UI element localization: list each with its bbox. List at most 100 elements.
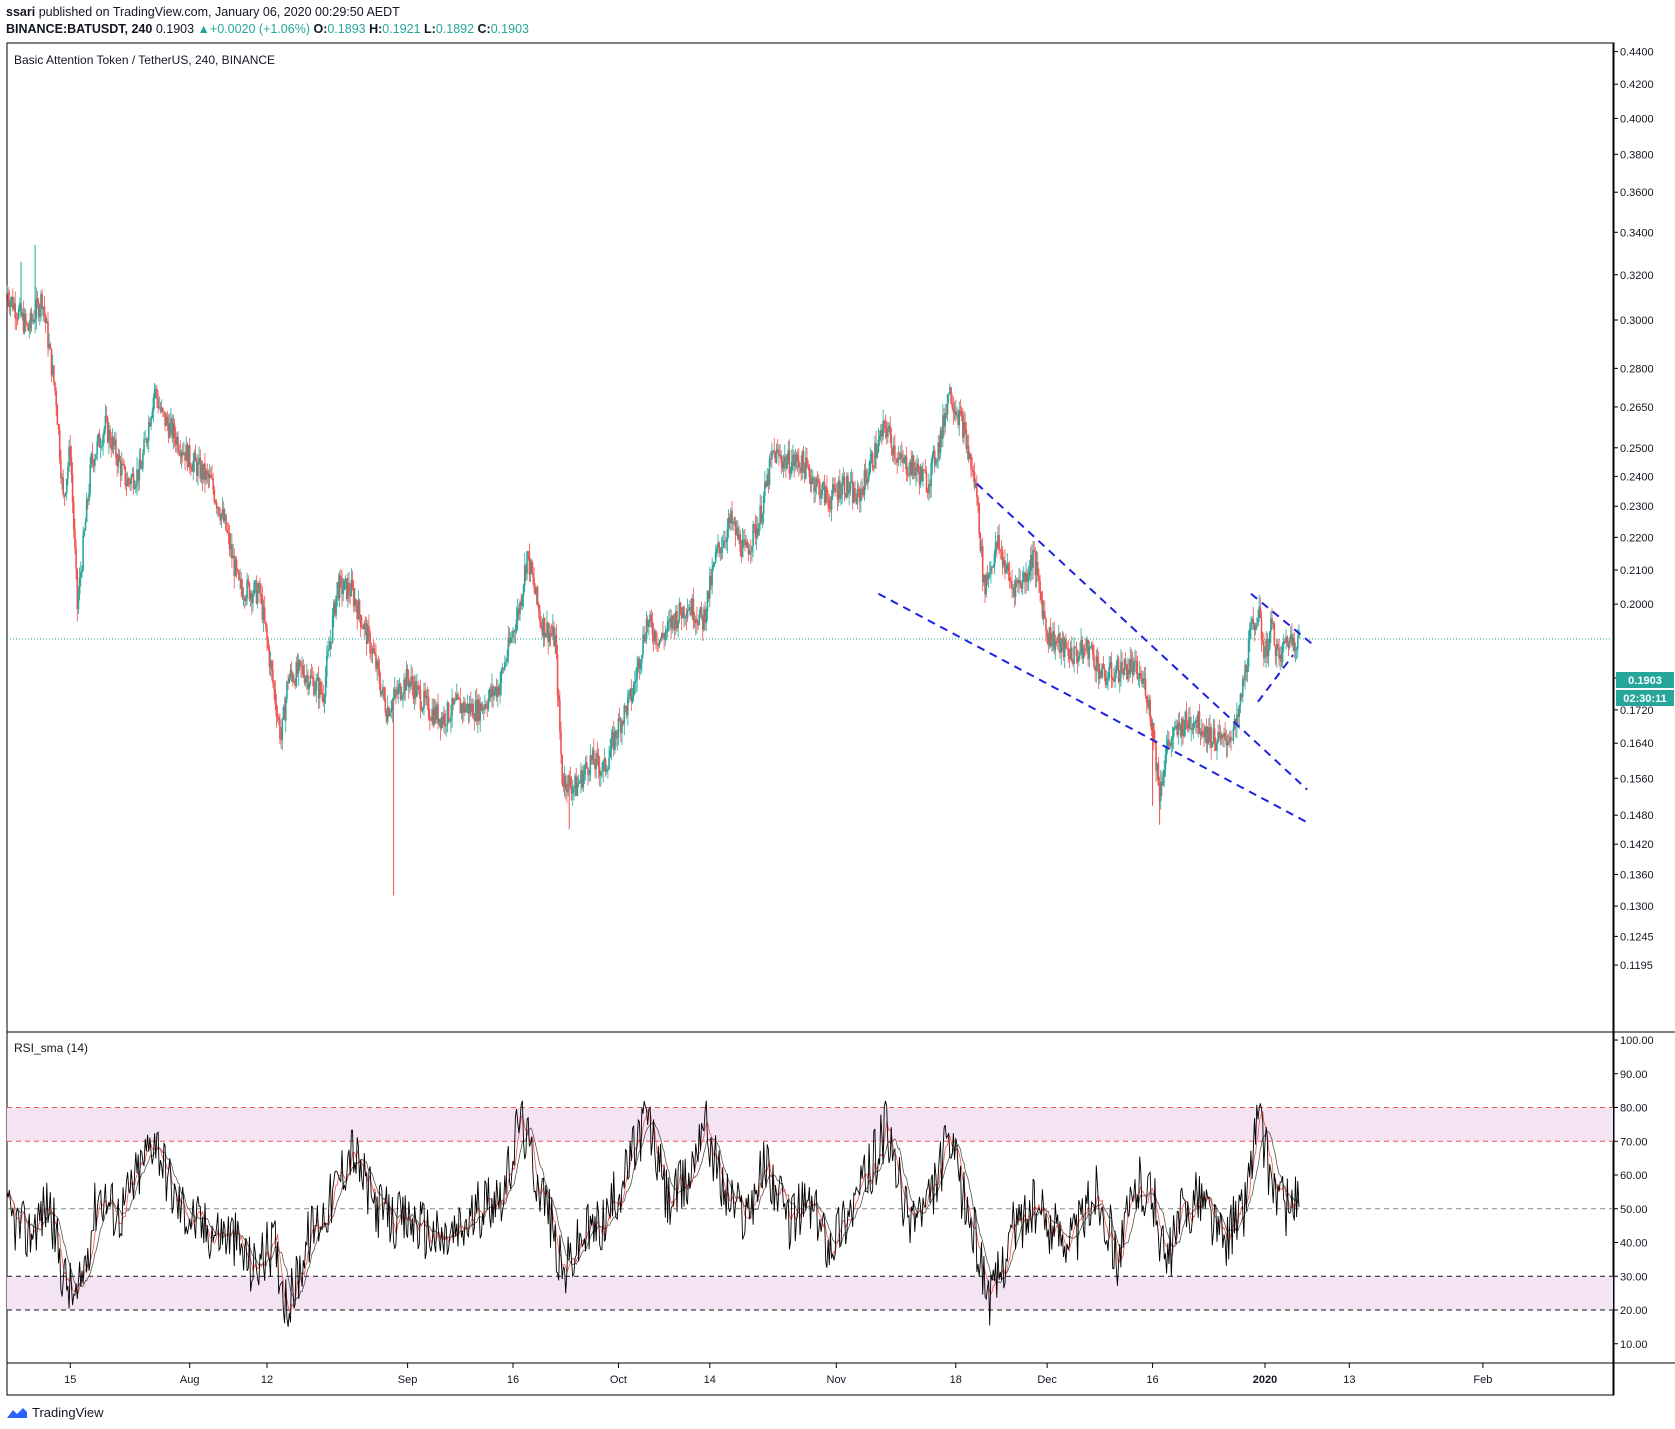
candle-body <box>29 312 32 329</box>
candle-body <box>1186 723 1189 729</box>
candle <box>290 661 293 682</box>
candle <box>1097 651 1100 690</box>
candle-body <box>225 514 227 531</box>
candle-body <box>1121 661 1123 673</box>
footer-brand[interactable]: TradingView <box>32 1405 104 1420</box>
candle <box>694 615 697 636</box>
candle <box>102 432 104 456</box>
candle-body <box>1183 729 1185 737</box>
candle <box>965 421 968 454</box>
candle <box>727 509 730 539</box>
candle-body <box>266 627 268 641</box>
candle-body <box>324 676 327 697</box>
candle <box>967 434 970 463</box>
candle <box>875 431 877 469</box>
candle <box>995 540 998 558</box>
candle <box>1274 645 1277 666</box>
candle <box>270 659 273 681</box>
candle <box>751 545 753 562</box>
candle-body <box>771 451 773 460</box>
candle <box>676 604 678 632</box>
candle <box>1039 574 1041 603</box>
candle <box>313 671 315 697</box>
candle <box>1042 600 1045 626</box>
chart-canvas[interactable]: Basic Attention Token / TetherUS, 240, B… <box>0 0 1675 1400</box>
candle <box>628 690 630 704</box>
candle-body <box>805 457 807 479</box>
price-tick-label: 0.4200 <box>1620 79 1654 91</box>
candle-body <box>847 475 849 494</box>
candle-body <box>1296 637 1299 649</box>
candle-body <box>300 661 302 667</box>
candle <box>1202 722 1204 738</box>
candle <box>1118 670 1121 693</box>
candle-body <box>973 471 976 488</box>
candle <box>1250 616 1252 640</box>
price-tick-label: 0.2650 <box>1620 402 1654 414</box>
candle <box>158 396 161 410</box>
candle-body <box>1195 720 1197 723</box>
candle <box>931 451 934 475</box>
candle <box>657 642 660 652</box>
candle <box>37 297 40 322</box>
candle-body <box>602 761 605 772</box>
candle <box>400 686 403 701</box>
publisher-name[interactable]: ssari <box>6 5 36 19</box>
time-tick-label: 12 <box>261 1374 273 1386</box>
candle <box>138 448 141 491</box>
candle <box>122 457 124 465</box>
candle <box>396 680 398 699</box>
candle <box>109 425 111 448</box>
candle-body <box>459 699 462 714</box>
candle-body <box>179 452 182 457</box>
candle <box>426 686 429 710</box>
candle-body <box>678 602 681 621</box>
candle-body <box>1024 572 1026 583</box>
candle <box>130 473 132 492</box>
candle <box>1046 628 1048 645</box>
candle <box>844 492 847 499</box>
candle <box>1195 716 1197 734</box>
candle <box>580 762 582 794</box>
candle-body <box>320 681 322 693</box>
candle-body <box>652 634 655 641</box>
candle-body <box>746 541 749 548</box>
candle <box>480 702 483 712</box>
candle <box>835 483 838 493</box>
candle <box>742 529 745 548</box>
candle <box>839 468 841 503</box>
candle <box>977 494 979 513</box>
candle <box>958 401 961 436</box>
candle-body <box>527 551 530 553</box>
candle <box>1084 637 1087 656</box>
candle <box>1152 722 1155 751</box>
candle <box>730 507 732 532</box>
candle <box>308 682 311 695</box>
time-tick-label: 13 <box>1343 1374 1355 1386</box>
candle <box>1110 652 1113 689</box>
candle <box>19 297 21 312</box>
candle-body <box>761 514 764 523</box>
candle <box>474 690 477 722</box>
candle <box>88 483 90 505</box>
candle-body <box>1240 693 1243 697</box>
candle-body <box>325 656 328 677</box>
candle-body <box>136 469 138 485</box>
candle <box>581 766 583 791</box>
candle <box>788 439 791 481</box>
candle <box>1133 657 1135 678</box>
candle-body <box>352 587 355 606</box>
candle-body <box>632 684 635 697</box>
candle-body <box>747 547 750 555</box>
candle-body <box>363 623 366 630</box>
candle <box>772 449 774 455</box>
candle <box>204 453 206 493</box>
candle-body <box>351 579 354 588</box>
candle <box>979 531 982 554</box>
candle <box>178 444 180 456</box>
candle <box>31 314 34 325</box>
candle-body <box>355 599 357 608</box>
candle-body <box>22 312 25 332</box>
candle <box>855 493 858 505</box>
candle-body <box>49 344 52 349</box>
